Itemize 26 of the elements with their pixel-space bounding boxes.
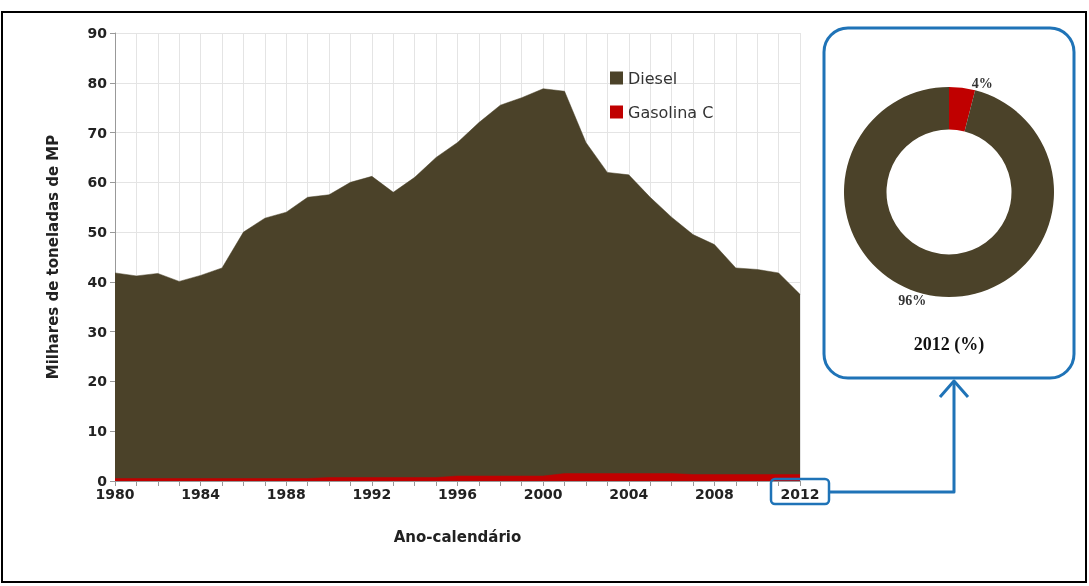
y-tick-label: 70 (87, 124, 108, 141)
y-tick-label: 60 (87, 174, 108, 191)
data-label: 96% (898, 292, 927, 308)
y-axis-title: Milhares de toneladas de MP (43, 134, 62, 380)
y-tick-label: 90 (87, 25, 108, 41)
x-tick-label: 1996 (438, 486, 477, 502)
y-tick-label: 30 (87, 323, 108, 340)
y-tick-label: 10 (87, 423, 108, 440)
x-tick-label: 1988 (266, 486, 306, 502)
legend-label: Gasolina C (628, 102, 714, 122)
y-tick-label: 80 (87, 74, 108, 91)
y-tick-label: 20 (87, 373, 108, 390)
y-tick-label: 40 (87, 273, 108, 290)
x-tick-label: 1984 (181, 486, 221, 502)
text: 2012 (%) (913, 334, 985, 355)
y-tick-label: 50 (87, 224, 108, 241)
data-label: 4% (971, 76, 993, 92)
legend-label: Diesel (628, 68, 678, 88)
y-tick-label: 0 (97, 473, 108, 489)
x-tick-label: 1980 (95, 486, 135, 502)
x-axis-title: Ano-calendário (393, 527, 522, 546)
x-tick-label: 2000 (523, 486, 563, 502)
x-tick-label: 1992 (352, 486, 392, 502)
x-tick-label: 2004 (609, 486, 649, 502)
x-tick-label: 2012 (780, 486, 820, 502)
x-tick-label: 2008 (694, 486, 734, 502)
